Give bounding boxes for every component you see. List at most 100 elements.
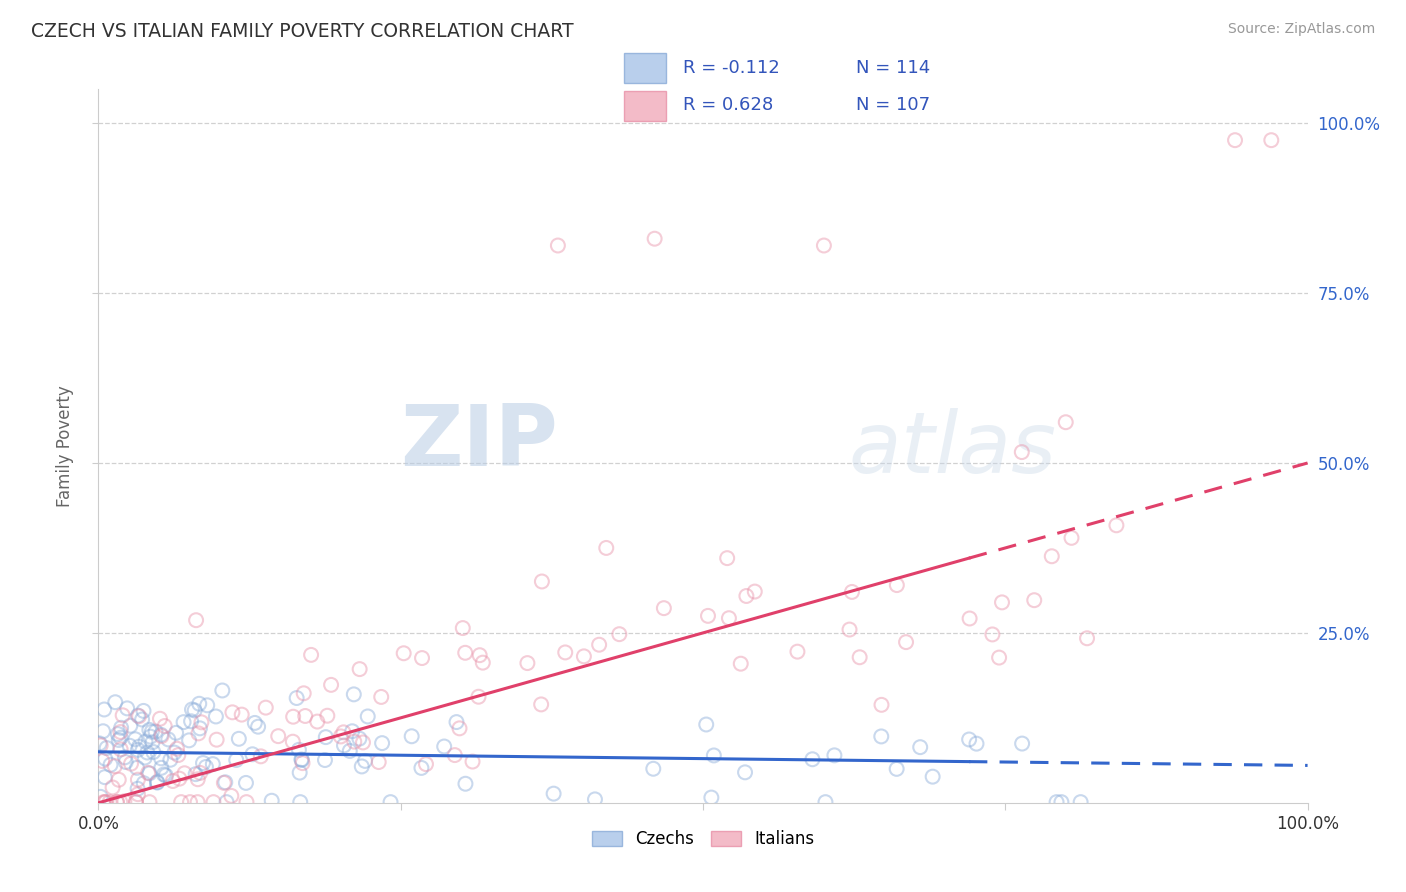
Point <box>294 709 316 723</box>
Point <box>93 702 115 716</box>
Text: R = 0.628: R = 0.628 <box>683 96 773 114</box>
Point <box>703 748 725 763</box>
Point <box>173 715 195 730</box>
Point <box>201 757 224 772</box>
Point <box>127 708 149 723</box>
Point <box>1040 549 1063 564</box>
Point <box>107 772 129 787</box>
Point <box>451 621 474 635</box>
Point <box>195 698 218 713</box>
Point <box>1223 133 1246 147</box>
Point <box>332 725 354 739</box>
Point <box>167 747 190 762</box>
Point <box>150 751 173 765</box>
Point <box>292 686 315 700</box>
Legend: Czechs, Italians: Czechs, Italians <box>585 824 821 855</box>
Point <box>288 765 311 780</box>
Point <box>716 551 738 566</box>
Point <box>572 649 595 664</box>
Point <box>350 759 373 773</box>
Point <box>343 687 366 701</box>
Point <box>299 648 322 662</box>
Point <box>1260 133 1282 147</box>
Point <box>744 584 766 599</box>
Point <box>1045 795 1067 809</box>
Point <box>870 698 893 712</box>
Point <box>110 731 132 745</box>
Point <box>415 757 437 772</box>
Point <box>94 795 117 809</box>
Text: N = 107: N = 107 <box>856 96 931 114</box>
Point <box>98 795 121 809</box>
Point <box>343 734 366 748</box>
Point <box>288 743 311 757</box>
Point <box>191 756 214 770</box>
Point <box>155 768 177 782</box>
Point <box>169 772 191 786</box>
Point <box>291 753 314 767</box>
Point <box>340 724 363 739</box>
Point <box>1011 445 1033 459</box>
Point <box>105 795 128 809</box>
Point <box>150 761 173 775</box>
Point <box>110 721 132 735</box>
Point <box>981 627 1004 641</box>
Point <box>449 722 471 736</box>
Point <box>188 766 211 780</box>
Point <box>554 645 576 659</box>
Point <box>352 735 374 749</box>
Point <box>94 751 117 765</box>
Point <box>141 724 163 739</box>
Point <box>349 662 371 676</box>
Point <box>150 728 173 742</box>
Point <box>125 795 148 809</box>
Point <box>138 766 160 780</box>
Point <box>180 714 202 729</box>
Point <box>139 730 162 744</box>
Point <box>141 735 163 749</box>
Point <box>179 795 201 809</box>
Point <box>104 695 127 709</box>
Point <box>136 766 159 780</box>
Point <box>339 744 361 758</box>
Point <box>188 697 211 711</box>
Point <box>467 690 489 704</box>
Point <box>194 760 217 774</box>
Point <box>870 730 893 744</box>
Point <box>127 743 149 757</box>
Point <box>163 746 186 760</box>
Point <box>105 795 128 809</box>
Point <box>446 715 468 730</box>
Point <box>285 691 308 706</box>
Point <box>165 726 187 740</box>
Point <box>212 776 235 790</box>
Point <box>588 638 610 652</box>
Point <box>187 726 209 740</box>
Point <box>127 772 149 787</box>
Bar <box>624 91 666 120</box>
Point <box>988 650 1011 665</box>
Point <box>187 795 209 809</box>
Point <box>1070 795 1092 809</box>
Point <box>1105 518 1128 533</box>
Point <box>157 732 180 747</box>
Point <box>380 795 402 809</box>
Point <box>89 736 111 750</box>
Point <box>848 650 870 665</box>
Point <box>243 715 266 730</box>
Point <box>1011 737 1033 751</box>
Point <box>886 762 908 776</box>
Y-axis label: Family Poverty: Family Poverty <box>56 385 75 507</box>
Point <box>170 795 193 809</box>
Point <box>231 707 253 722</box>
Point <box>1060 531 1083 545</box>
Point <box>516 656 538 670</box>
Point <box>110 742 132 756</box>
Point <box>114 750 136 764</box>
Point <box>957 732 980 747</box>
Bar <box>624 54 666 83</box>
Point <box>120 719 142 733</box>
Point <box>235 795 257 809</box>
Point <box>966 737 988 751</box>
Point <box>357 709 380 723</box>
